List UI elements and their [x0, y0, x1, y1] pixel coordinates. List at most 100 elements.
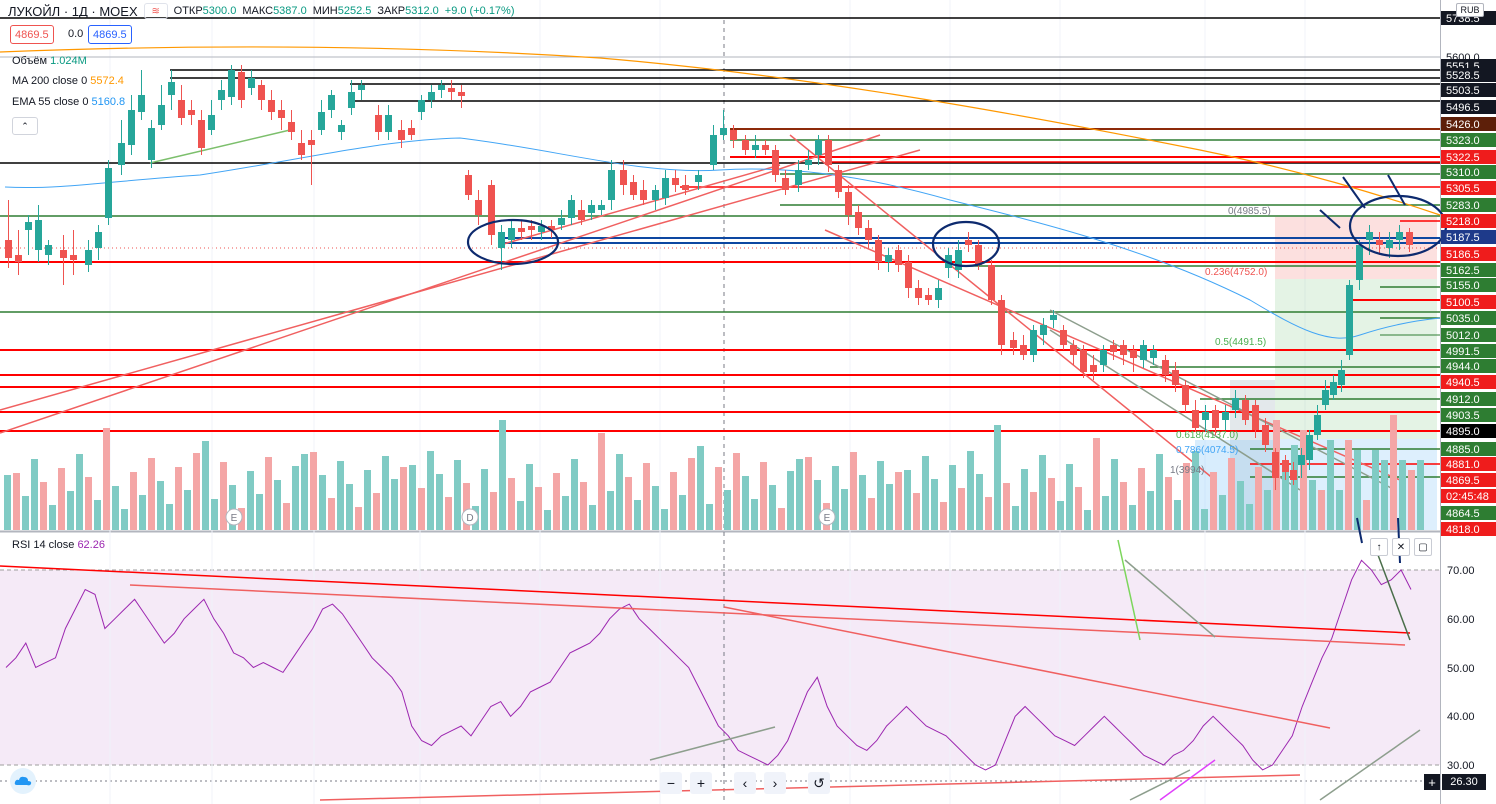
candle-body: [975, 245, 982, 265]
high-key: МАКС: [242, 5, 274, 17]
candle-body: [1150, 350, 1157, 358]
candle-body: [385, 115, 392, 132]
candle-body: [1020, 345, 1027, 355]
trend-line: [149, 129, 291, 164]
move-up-icon[interactable]: ↑: [1370, 538, 1388, 556]
change-value: +9.0 (+0.17%): [444, 5, 515, 17]
volume-bar: [796, 459, 803, 530]
symbol-title[interactable]: ЛУКОЙЛ · 1Д · MOEX: [8, 3, 138, 19]
add-level-icon[interactable]: +: [1424, 774, 1440, 790]
candle-body: [318, 112, 325, 130]
volume-legend[interactable]: Объём 1.024M: [12, 55, 87, 67]
price-label-text: 4885.0: [1446, 444, 1480, 456]
ask-price-box[interactable]: 4869.5: [88, 25, 132, 44]
volume-bars: [4, 415, 1424, 530]
volume-bar: [958, 488, 965, 530]
candle-body: [672, 178, 679, 185]
scroll-right-button[interactable]: ›: [764, 772, 786, 794]
fib-level-label: 0.786(4074.5): [1176, 445, 1238, 456]
candle-body: [720, 128, 727, 135]
volume-bar: [607, 491, 614, 530]
volume-bar: [247, 471, 254, 530]
wave-icon[interactable]: ≋: [143, 3, 168, 19]
candle-body: [268, 100, 275, 112]
volume-bar: [616, 454, 623, 530]
candle-body: [1306, 435, 1313, 460]
volume-bar: [310, 452, 317, 530]
volume-bar: [1291, 445, 1298, 530]
candle-body: [825, 140, 832, 165]
reset-chart-button[interactable]: ↺: [808, 772, 830, 794]
volume-bar: [931, 479, 938, 530]
candle-body: [1080, 350, 1087, 372]
price-axis-label: 4991.5: [1441, 344, 1496, 358]
collapse-legend-button[interactable]: ⌃: [12, 117, 38, 135]
event-marker-0: E: [225, 508, 243, 526]
spread-value: 0.0: [68, 28, 84, 40]
zoom-in-button[interactable]: +: [690, 772, 712, 794]
volume-bar: [103, 428, 110, 530]
volume-bar: [1201, 509, 1208, 530]
volume-bar: [229, 485, 236, 530]
tradingview-logo[interactable]: [10, 768, 36, 794]
price-label-text: 5503.5: [1446, 85, 1480, 97]
candle-body: [1212, 410, 1219, 428]
volume-bar: [625, 477, 632, 530]
price-label-bg: [1441, 150, 1496, 164]
close-pane-icon[interactable]: ✕: [1392, 538, 1410, 556]
annotation-arrow: [1387, 174, 1406, 206]
volume-bar: [976, 474, 983, 530]
price-label-text: 5186.5: [1446, 249, 1480, 261]
fib-level-label: 0.236(4752.0): [1205, 267, 1267, 278]
low-value: 5252.5: [337, 5, 372, 17]
volume-bar: [1147, 491, 1154, 530]
ema55-legend[interactable]: EMA 55 close 0 5160.8: [12, 96, 126, 108]
volume-bar: [1390, 415, 1397, 530]
annotation-arrow: [1356, 517, 1363, 544]
candle-body: [548, 226, 555, 230]
maximize-pane-icon[interactable]: ▢: [1414, 538, 1432, 556]
ma200-legend[interactable]: MA 200 close 0 5572.4: [12, 75, 124, 87]
scroll-left-button[interactable]: ‹: [734, 772, 756, 794]
volume-bar: [292, 466, 299, 530]
chevron-up-icon: ⌃: [21, 120, 29, 131]
volume-bar: [940, 502, 947, 530]
price-label-text: 4944.0: [1446, 361, 1480, 373]
volume-bar: [1309, 480, 1316, 530]
annotation-ellipse: [931, 220, 1001, 268]
event-marker-1: D: [461, 508, 479, 526]
candle-body: [35, 220, 42, 250]
volume-bar: [652, 486, 659, 530]
volume-bar: [1255, 467, 1262, 530]
volume-bar: [913, 493, 920, 530]
chart-legend-header: ЛУКОЙЛ · 1Д · MOEX ≋ ОТКР 5300.0 МАКС 5387…: [8, 2, 515, 20]
volume-bar: [364, 470, 371, 530]
volume-bar: [1363, 500, 1370, 530]
price-axis-label: 5310.0: [1441, 165, 1496, 179]
price-label-text: 4869.5: [1446, 475, 1480, 487]
candle-body: [925, 295, 932, 300]
candle-body: [620, 170, 627, 185]
volume-bar: [1066, 464, 1073, 530]
volume-bar: [751, 499, 758, 530]
candle-body: [965, 240, 972, 245]
volume-bar: [688, 458, 695, 530]
trend-line: [1049, 329, 1301, 491]
candle-body: [488, 185, 495, 235]
volume-bar: [4, 475, 11, 530]
volume-bar: [193, 453, 200, 530]
volume-bar: [1318, 490, 1325, 530]
candle-body: [1366, 232, 1373, 240]
price-axis-label: 5162.5: [1441, 263, 1496, 277]
rsi-pane-controls: ↑ ✕ ▢: [1370, 538, 1432, 556]
bid-price-box[interactable]: 4869.5: [10, 25, 54, 44]
price-label-bg: [1441, 117, 1496, 131]
volume-bar: [157, 481, 164, 530]
currency-badge[interactable]: RUB: [1456, 3, 1484, 17]
zoom-out-button[interactable]: −: [660, 772, 682, 794]
fib-zone-green: [1275, 279, 1437, 439]
volume-bar: [517, 501, 524, 530]
rsi-legend[interactable]: RSI 14 close 62.26: [12, 539, 105, 551]
price-label-text: 4895.0: [1446, 426, 1480, 438]
